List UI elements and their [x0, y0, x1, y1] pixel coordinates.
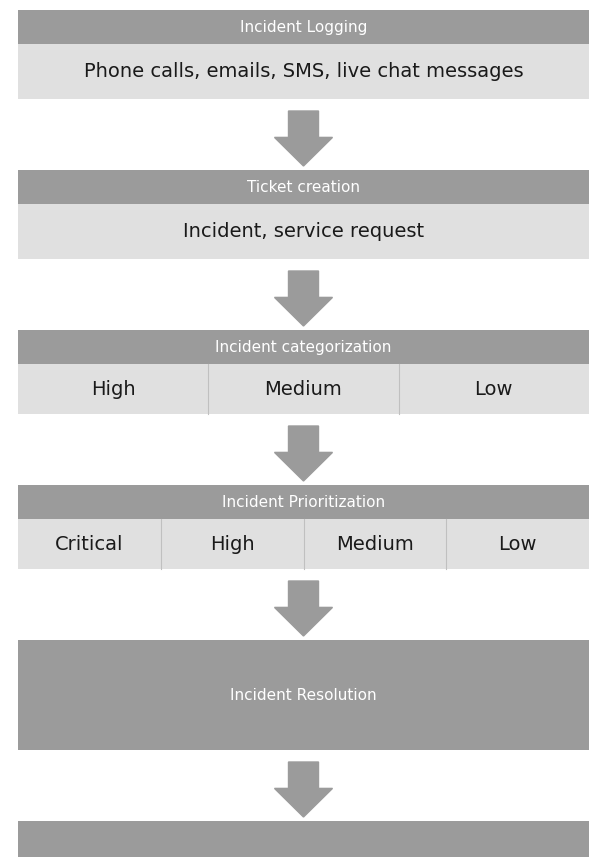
Polygon shape [274, 762, 333, 817]
Text: Incident Prioritization: Incident Prioritization [222, 494, 385, 510]
Bar [18, 204, 589, 259]
Bar [18, 640, 589, 750]
Text: Medium: Medium [336, 535, 414, 554]
Bar [18, 44, 589, 99]
Bar [18, 485, 589, 519]
Text: Incident Logging: Incident Logging [240, 20, 367, 34]
Text: Low: Low [475, 380, 513, 399]
Bar [18, 10, 589, 44]
Polygon shape [274, 581, 333, 636]
Polygon shape [274, 271, 333, 326]
Text: Incident, service request: Incident, service request [183, 222, 424, 241]
Text: Ticket creation: Ticket creation [247, 179, 360, 195]
Text: Incident Resolution: Incident Resolution [230, 687, 377, 703]
Text: Low: Low [498, 535, 537, 554]
Text: Incident categorization: Incident categorization [215, 339, 392, 355]
Polygon shape [274, 426, 333, 481]
Polygon shape [274, 111, 333, 166]
Bar [18, 330, 589, 364]
Text: High: High [210, 535, 254, 554]
Bar [18, 170, 589, 204]
Bar [18, 821, 589, 857]
Bar [18, 364, 589, 414]
Text: Medium: Medium [265, 380, 342, 399]
Text: Phone calls, emails, SMS, live chat messages: Phone calls, emails, SMS, live chat mess… [84, 62, 523, 81]
Text: High: High [91, 380, 135, 399]
Text: Critical: Critical [55, 535, 124, 554]
Bar [18, 519, 589, 569]
